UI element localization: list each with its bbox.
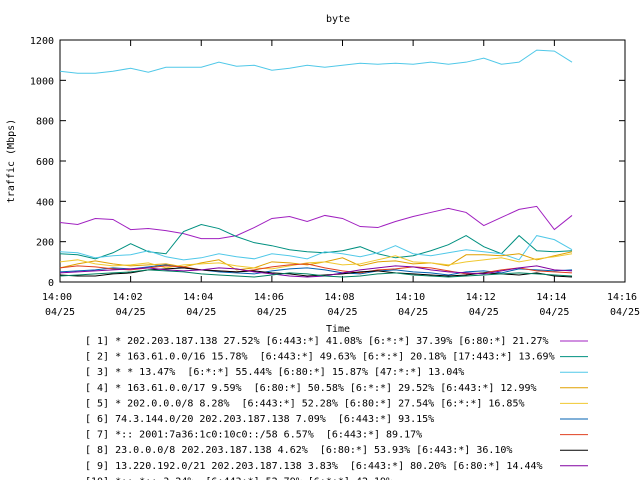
series-line bbox=[59, 49, 573, 74]
x-tick-label-line: 14:16 bbox=[607, 292, 640, 303]
legend-label: [ 7] *:: 2001:7a36:1c0:10c0::/58 6.57% [… bbox=[85, 430, 422, 441]
x-tick-label-line: 14:06 bbox=[254, 292, 290, 303]
legend-label: [ 8] 23.0.0.0/8 202.203.187.138 4.62% [6… bbox=[85, 445, 512, 456]
x-tick-label-line: 04/25 bbox=[610, 307, 640, 318]
x-tick-label: 14:06 04/25 bbox=[254, 292, 290, 318]
x-tick-label-line: 04/25 bbox=[327, 307, 357, 318]
x-tick-label-line: 04/25 bbox=[539, 307, 569, 318]
legend-label: [ 2] * 163.61.0.0/16 15.78% [6:443:*] 49… bbox=[85, 352, 555, 363]
x-tick-label-line: 14:02 bbox=[113, 292, 149, 303]
x-tick-label: 14:08 04/25 bbox=[324, 292, 360, 318]
y-tick-label: 0 bbox=[48, 278, 54, 289]
series-line bbox=[59, 205, 573, 240]
legend-label: [ 9] 13.220.192.0/21 202.203.187.138 3.8… bbox=[85, 461, 543, 472]
x-tick-label-line: 14:12 bbox=[466, 292, 502, 303]
y-tick-label: 1200 bbox=[30, 36, 54, 47]
x-axis-label: Time bbox=[326, 324, 350, 335]
x-tick-label: 14:10 04/25 bbox=[395, 292, 431, 318]
x-tick-label-line: 04/25 bbox=[116, 307, 146, 318]
x-tick-label-line: 04/25 bbox=[186, 307, 216, 318]
y-tick-label: 400 bbox=[36, 197, 54, 208]
x-tick-label: 14:02 04/25 bbox=[113, 292, 149, 318]
y-tick-label: 600 bbox=[36, 157, 54, 168]
legend-label: [ 1] * 202.203.187.138 27.52% [6:443:*] … bbox=[85, 336, 549, 347]
x-tick-label: 14:00 04/25 bbox=[42, 292, 78, 318]
x-tick-label-line: 14:14 bbox=[536, 292, 572, 303]
series-line bbox=[59, 253, 573, 270]
x-tick-label-line: 04/25 bbox=[45, 307, 75, 318]
series-line bbox=[59, 264, 573, 276]
series-line bbox=[59, 269, 573, 278]
legend-label: [10] *:: *:: 3.24% [6:443:*] 52.79% [6:*… bbox=[85, 476, 392, 480]
y-axis-label: traffic (Mbps) bbox=[6, 119, 17, 203]
legend-label: [ 4] * 163.61.0.0/17 9.59% [6:80:*] 50.5… bbox=[85, 383, 537, 394]
chart-title: byte bbox=[326, 14, 350, 25]
x-tick-label: 14:16 04/25 bbox=[607, 292, 640, 318]
x-tick-label-line: 04/25 bbox=[469, 307, 499, 318]
x-tick-label-line: 04/25 bbox=[257, 307, 287, 318]
x-tick-label-line: 14:08 bbox=[324, 292, 360, 303]
y-tick-label: 1000 bbox=[30, 76, 54, 87]
x-tick-label: 14:14 04/25 bbox=[536, 292, 572, 318]
legend-label: [ 3] * * 13.47% [6:*:*] 55.44% [6:80:*] … bbox=[85, 367, 464, 378]
x-tick-label-line: 14:00 bbox=[42, 292, 78, 303]
y-tick-label: 800 bbox=[36, 117, 54, 128]
series-line bbox=[59, 224, 573, 260]
x-tick-label: 14:04 04/25 bbox=[183, 292, 219, 318]
series-line bbox=[59, 235, 573, 261]
legend-label: [ 6] 74.3.144.0/20 202.203.187.138 7.09%… bbox=[85, 414, 434, 425]
x-tick-label: 14:12 04/25 bbox=[466, 292, 502, 318]
x-tick-label-line: 14:04 bbox=[183, 292, 219, 303]
y-tick-label: 200 bbox=[36, 238, 54, 249]
legend-label: [ 5] * 202.0.0.0/8 8.28% [6:443:*] 52.28… bbox=[85, 398, 525, 409]
x-tick-label-line: 14:10 bbox=[395, 292, 431, 303]
x-tick-label-line: 04/25 bbox=[398, 307, 428, 318]
series-line bbox=[59, 251, 573, 271]
series-line bbox=[59, 265, 573, 278]
